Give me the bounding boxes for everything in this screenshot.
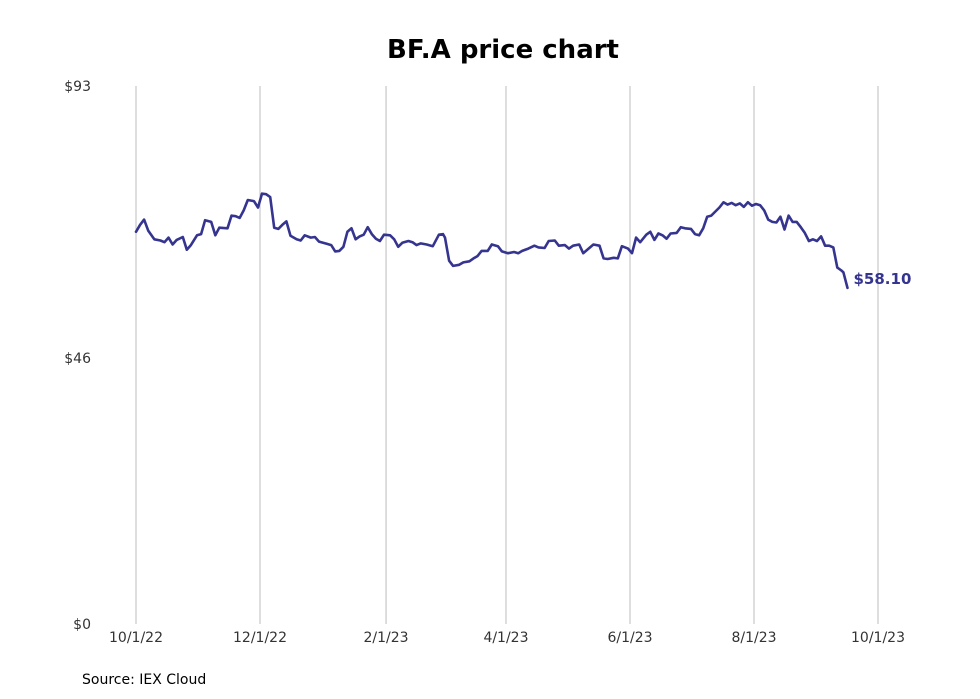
y-tick-label: $0: [73, 617, 91, 633]
y-axis-ticks: $0 $46 $93: [64, 79, 91, 633]
x-tick-label: 6/1/23: [607, 630, 652, 646]
x-tick-label: 2/1/23: [364, 630, 409, 646]
x-axis-ticks: 10/1/22 12/1/22 2/1/23 4/1/23 6/1/23 8/1/23 10…: [109, 630, 905, 646]
x-tick-label: 4/1/23: [483, 630, 528, 646]
price-line: [134, 192, 849, 290]
gridlines: [135, 86, 879, 624]
source-label: Source: IEX Cloud: [82, 672, 206, 688]
y-tick-label: $46: [64, 351, 91, 367]
series-layer: $58.10: [134, 192, 912, 290]
x-tick-label: 10/1/23: [851, 630, 905, 646]
x-tick-label: 12/1/22: [233, 630, 287, 646]
chart-title: BF.A price chart: [387, 35, 619, 65]
last-price-label: $58.10: [854, 270, 912, 288]
x-tick-label: 8/1/23: [731, 630, 776, 646]
x-tick-label: 10/1/22: [109, 630, 163, 646]
y-tick-label: $93: [64, 79, 91, 95]
